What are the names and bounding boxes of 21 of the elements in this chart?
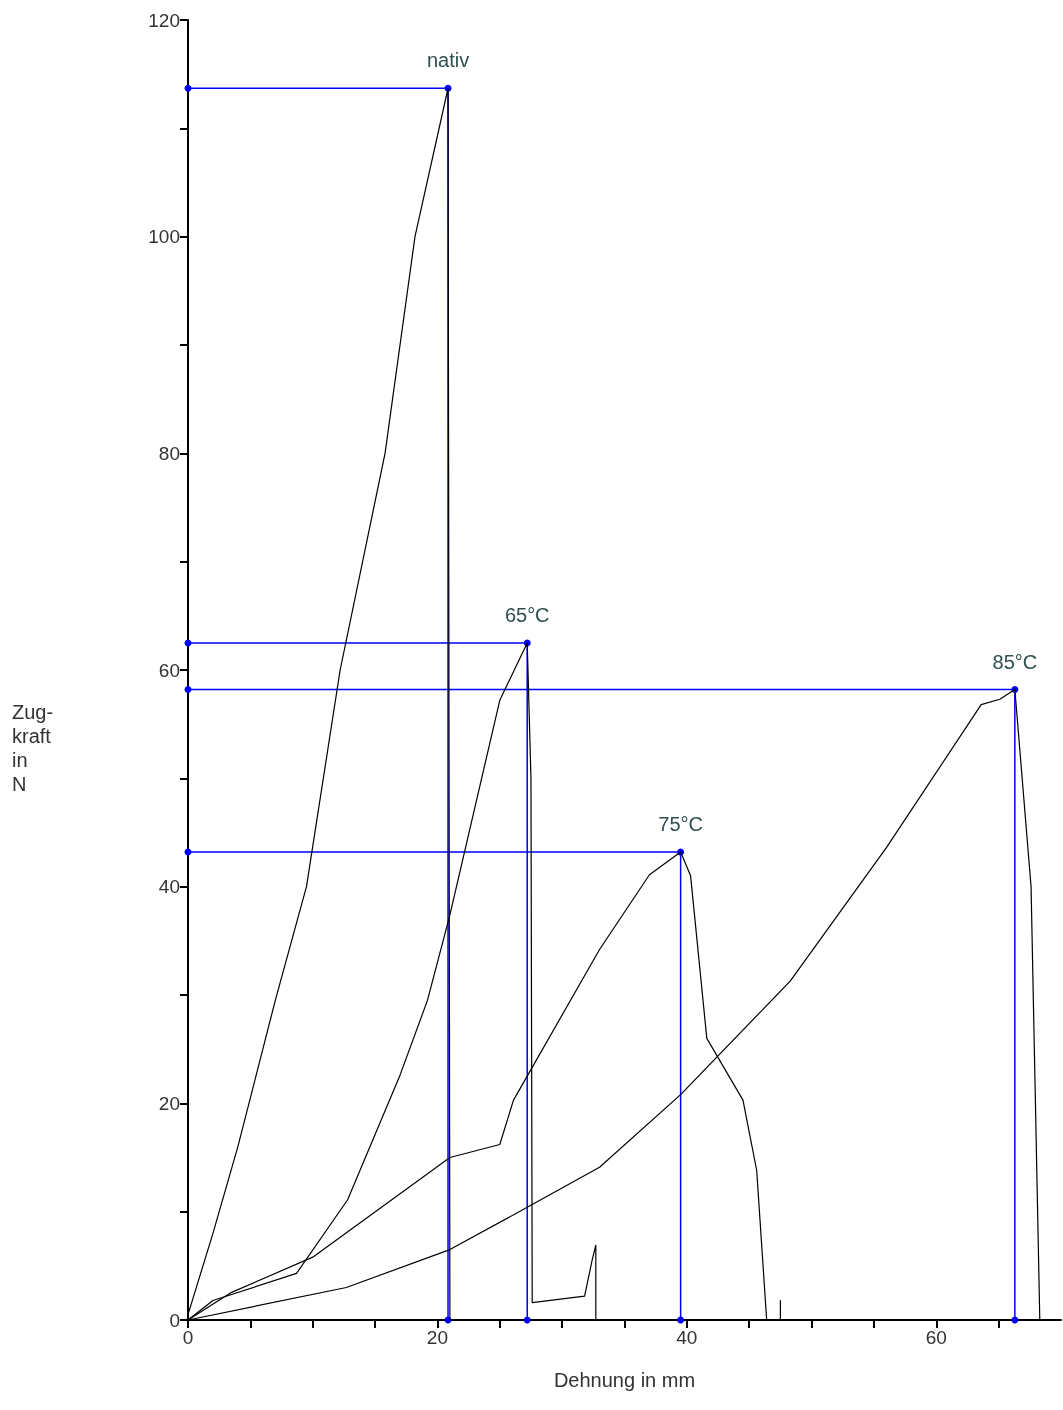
- series-label: 75°C: [658, 813, 703, 835]
- y-tick-label: 0: [169, 1309, 180, 1331]
- y-tick-label: 80: [158, 442, 180, 464]
- point: [677, 1316, 685, 1324]
- x-axis-title: Dehnung in mm: [553, 1369, 696, 1391]
- x-tick-label: 0: [182, 1327, 194, 1348]
- y-tick-label: 20: [158, 1092, 180, 1114]
- y-tick-label: 40: [158, 876, 180, 898]
- x-tick-label: 20: [426, 1327, 448, 1348]
- x-tick-label: 40: [676, 1327, 698, 1348]
- x-tick-label: 60: [925, 1327, 947, 1348]
- y-tick-label: 60: [158, 659, 180, 681]
- point: [184, 84, 192, 92]
- y-tick-label: 100: [148, 226, 180, 248]
- point: [523, 1316, 531, 1324]
- series-label: 85°C: [992, 650, 1038, 673]
- series-label: nativ: [426, 49, 470, 72]
- series-label: 65°C: [504, 603, 550, 626]
- y-axis-title: Zug- kraft in N: [12, 701, 54, 795]
- y-tick-label: 120: [148, 9, 180, 31]
- point: [184, 686, 192, 693]
